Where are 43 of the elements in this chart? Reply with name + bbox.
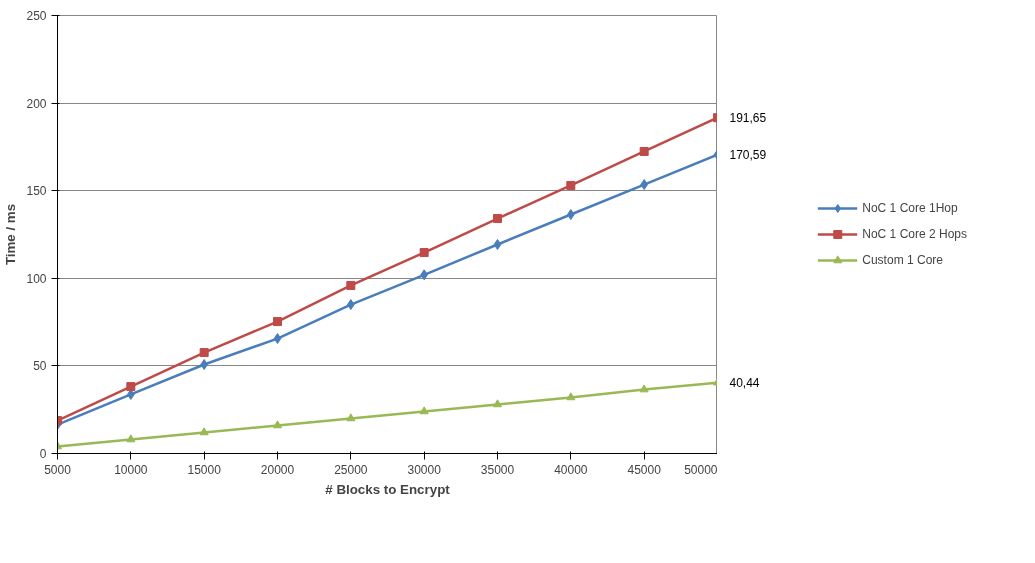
y-tick-label: 50 [33,359,47,374]
point [346,280,356,290]
point [273,333,282,345]
point [126,434,136,443]
point [126,382,136,392]
y-axis-title: Time / ms [3,203,19,266]
point [566,180,576,190]
y-tick-label: 100 [26,271,47,286]
point [419,248,429,258]
legend-label: NoC 1 Core 2 Hops [862,227,967,241]
point [566,392,576,401]
x-tick-label: 10000 [114,462,148,477]
data-label: 40,44 [729,376,760,391]
x-tick-label: 25000 [334,462,368,477]
x-tick-label: 15000 [187,462,222,477]
x-tick-label: 35000 [480,462,515,477]
point [419,406,429,415]
point [273,317,282,327]
point [493,399,502,408]
x-tick-label: 45000 [627,462,662,477]
y-tick-label: 150 [26,184,47,199]
data-label: 191,65 [729,111,767,126]
point [200,359,208,370]
y-tick-label: 250 [26,9,47,23]
data-label: 170,59 [729,148,767,163]
x-axis-title: # Blocks to Encrypt [325,481,451,497]
x-tick-label: 20000 [260,462,295,477]
point [493,238,502,250]
point [639,146,649,156]
y-tick-label: 200 [26,96,47,111]
x-tick-label: 5000 [44,462,72,477]
y-tick-label: 0 [39,447,47,461]
point [199,427,209,436]
legend-label: NoC 1 Core 1Hop [862,201,958,215]
legend-label: Custom 1 Core [862,253,943,267]
point [199,348,209,358]
point [273,420,282,429]
point [493,214,502,224]
x-tick-label: 50000 [684,462,718,477]
point [639,384,649,393]
x-tick-label: 40000 [554,462,588,477]
point [346,413,356,422]
x-tick-label: 30000 [407,462,442,477]
